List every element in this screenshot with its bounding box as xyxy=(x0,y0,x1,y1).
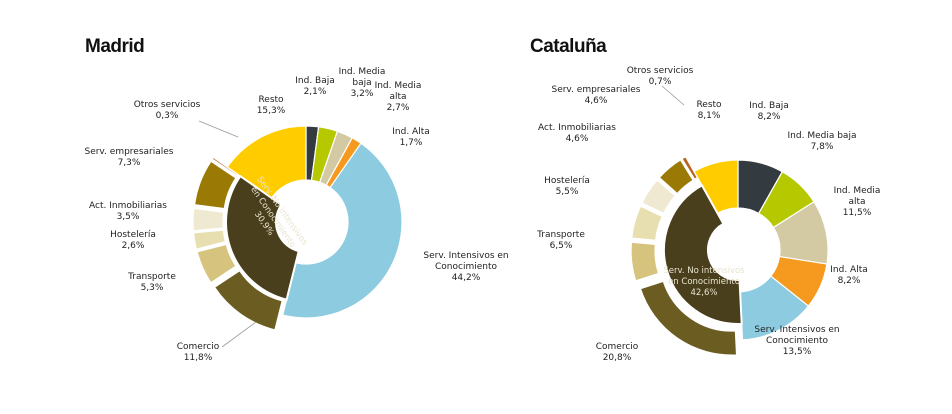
madrid-label-comercio: Comercio 11,8% xyxy=(177,342,220,363)
madrid-label-otros-servicios: Otros servicios 0,3% xyxy=(134,100,201,121)
cataluna-label-hosteleria: Hostelería 5,5% xyxy=(544,176,590,197)
cataluna-slice-transporte xyxy=(630,241,660,282)
cataluna-donut xyxy=(630,155,829,356)
chart-title-cataluna: Cataluña xyxy=(530,36,607,57)
madrid-slice-act-inmobiliarias xyxy=(192,207,225,232)
cataluna-slice-serv-empresariales xyxy=(658,159,694,195)
madrid-label-ind-baja: Ind. Baja 2,1% xyxy=(295,76,335,97)
cataluna-slice-comercio xyxy=(639,280,738,356)
madrid-leader-comercio xyxy=(221,321,257,348)
cataluna-label-resto: Resto 8,1% xyxy=(696,100,722,121)
madrid-label-ind-media-baja: Ind. Media baja 3,2% xyxy=(339,67,386,99)
madrid-label-resto: Resto 15,3% xyxy=(257,95,286,116)
cataluna-label-otros-servicios: Otros servicios 0,7% xyxy=(627,66,694,87)
cataluna-donut-hole xyxy=(708,220,768,280)
cataluna-label-serv-empresariales: Serv. empresariales 4,6% xyxy=(551,85,640,106)
cataluna-slice-resto xyxy=(693,159,739,215)
madrid-donut-hole xyxy=(276,192,336,252)
madrid-label-serv-intensivos: Serv. Intensivos en Conocimiento 44,2% xyxy=(423,251,508,283)
madrid-label-act-inmobiliarias: Act. Inmobiliarias 3,5% xyxy=(89,201,167,222)
madrid-label-hosteleria: Hostelería 2,6% xyxy=(110,230,156,251)
cataluna-label-ind-media-alta: Ind. Media alta 11,5% xyxy=(834,186,881,218)
cataluna-label-act-inmobiliarias: Act. Inmobiliarias 4,6% xyxy=(538,123,616,144)
cataluna-label-ind-baja: Ind. Baja 8,2% xyxy=(749,101,789,122)
cataluna-slice-act-inmobiliarias xyxy=(641,179,676,215)
madrid-label-transporte: Transporte 5,3% xyxy=(127,272,176,293)
cataluna-leader-otros-servicios xyxy=(661,85,685,106)
cataluna-label-transporte: Transporte 6,5% xyxy=(536,230,585,251)
cataluna-label-serv-intensivos: Serv. Intensivos en Conocimiento 13,5% xyxy=(754,325,839,357)
madrid-leader-otros-servicios xyxy=(198,120,239,138)
madrid-donut xyxy=(192,125,403,331)
cataluna-label-ind-alta: Ind. Alta 8,2% xyxy=(830,265,868,286)
madrid-slice-serv-intensivos xyxy=(281,142,403,319)
madrid-label-ind-alta: Ind. Alta 1,7% xyxy=(392,127,430,148)
cataluna-label-comercio: Comercio 20,8% xyxy=(596,342,639,363)
madrid-slice-comercio xyxy=(213,269,283,331)
madrid-slice-transporte xyxy=(196,243,237,284)
madrid-label-ind-media-alta: Ind. Media alta 2,7% xyxy=(375,81,422,113)
cataluna-slice-hosteleria xyxy=(631,205,664,241)
chart-title-madrid: Madrid xyxy=(85,36,145,57)
madrid-label-serv-empresariales: Serv. empresariales 7,3% xyxy=(84,147,173,168)
madrid-slice-serv-empresariales xyxy=(193,160,237,210)
cataluna-label-serv-no-intensivos: Serv. No intensivos en Conocimiento 42,6% xyxy=(663,266,745,298)
cataluna-label-ind-media-baja: Ind. Media baja 7,8% xyxy=(788,131,857,152)
cataluna-slice-serv-intensivos xyxy=(739,275,810,341)
madrid-slice-hosteleria xyxy=(192,229,227,250)
